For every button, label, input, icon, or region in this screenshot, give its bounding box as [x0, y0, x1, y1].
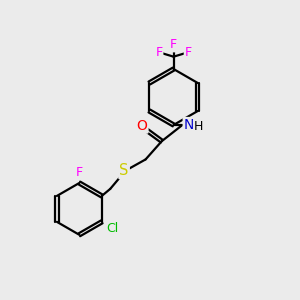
Text: F: F — [170, 38, 177, 51]
Text: S: S — [119, 163, 129, 178]
Text: F: F — [76, 166, 83, 179]
Text: O: O — [136, 118, 148, 133]
Text: N: N — [184, 118, 194, 132]
Text: Cl: Cl — [106, 221, 119, 235]
Text: F: F — [185, 46, 192, 59]
Text: F: F — [155, 46, 162, 59]
Text: H: H — [194, 120, 203, 133]
